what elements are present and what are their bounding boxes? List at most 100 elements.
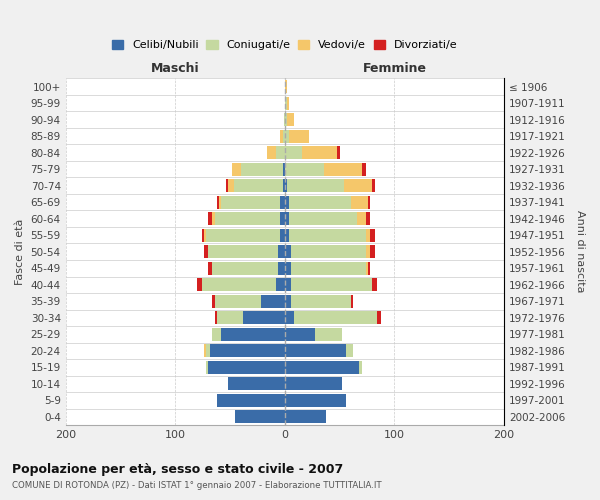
Bar <box>285 312 293 324</box>
Bar <box>217 312 243 324</box>
Bar <box>283 162 285 175</box>
Bar <box>293 312 377 324</box>
Bar <box>285 113 287 126</box>
Bar <box>215 312 217 324</box>
Bar <box>212 262 278 274</box>
Bar <box>267 146 276 159</box>
Bar <box>283 179 285 192</box>
Bar <box>324 162 362 175</box>
Bar <box>215 212 280 225</box>
Bar <box>202 229 204 241</box>
Bar <box>285 328 316 341</box>
Bar <box>219 196 221 208</box>
Bar <box>292 246 366 258</box>
Bar <box>292 295 350 308</box>
Bar <box>280 212 285 225</box>
Bar <box>278 262 285 274</box>
Bar <box>206 229 280 241</box>
Bar <box>287 113 293 126</box>
Bar <box>285 344 346 358</box>
Bar <box>366 229 370 241</box>
Bar <box>285 246 292 258</box>
Bar <box>289 229 366 241</box>
Bar <box>373 278 377 291</box>
Bar <box>285 278 292 291</box>
Bar <box>285 196 289 208</box>
Bar <box>217 196 219 208</box>
Text: COMUNE DI ROTONDA (PZ) - Dati ISTAT 1° gennaio 2007 - Elaborazione TUTTITALIA.IT: COMUNE DI ROTONDA (PZ) - Dati ISTAT 1° g… <box>12 481 382 490</box>
Bar <box>377 312 381 324</box>
Bar <box>197 278 202 291</box>
Bar <box>221 328 285 341</box>
Bar <box>285 146 302 159</box>
Bar <box>208 246 278 258</box>
Bar <box>228 179 235 192</box>
Bar <box>206 361 208 374</box>
Bar <box>241 162 283 175</box>
Bar <box>208 212 212 225</box>
Bar <box>285 410 326 424</box>
Text: Maschi: Maschi <box>151 62 200 75</box>
Bar <box>366 262 368 274</box>
Bar <box>284 113 285 126</box>
Bar <box>289 130 309 142</box>
Bar <box>285 262 292 274</box>
Bar <box>289 212 357 225</box>
Bar <box>366 212 370 225</box>
Bar <box>287 179 344 192</box>
Bar <box>210 344 285 358</box>
Bar <box>302 146 337 159</box>
Bar <box>215 295 261 308</box>
Bar <box>226 179 228 192</box>
Bar <box>280 196 285 208</box>
Bar <box>232 162 241 175</box>
Bar <box>278 246 285 258</box>
Bar <box>287 96 289 110</box>
Bar <box>204 229 206 241</box>
Bar <box>283 130 285 142</box>
Bar <box>285 361 359 374</box>
Bar <box>292 262 366 274</box>
Text: Popolazione per età, sesso e stato civile - 2007: Popolazione per età, sesso e stato civil… <box>12 462 343 475</box>
Y-axis label: Anni di nascita: Anni di nascita <box>575 210 585 293</box>
Bar <box>357 212 366 225</box>
Bar <box>285 130 289 142</box>
Bar <box>261 295 285 308</box>
Bar <box>208 262 212 274</box>
Bar <box>370 246 374 258</box>
Bar <box>243 312 285 324</box>
Bar <box>368 262 370 274</box>
Bar <box>368 196 370 208</box>
Bar <box>204 246 208 258</box>
Bar <box>350 295 353 308</box>
Bar <box>276 278 285 291</box>
Bar <box>346 344 353 358</box>
Bar <box>280 130 283 142</box>
Legend: Celibi/Nubili, Coniugati/e, Vedovi/e, Divorziati/e: Celibi/Nubili, Coniugati/e, Vedovi/e, Di… <box>107 36 462 54</box>
Bar <box>212 295 215 308</box>
Bar <box>285 80 287 93</box>
Bar <box>373 179 374 192</box>
Bar <box>208 361 285 374</box>
Bar <box>285 96 287 110</box>
Y-axis label: Fasce di età: Fasce di età <box>15 218 25 285</box>
Bar <box>285 229 289 241</box>
Bar <box>280 229 285 241</box>
Bar <box>217 394 285 407</box>
Bar <box>212 328 221 341</box>
Bar <box>285 295 292 308</box>
Bar <box>359 361 362 374</box>
Bar <box>285 212 289 225</box>
Bar <box>292 278 373 291</box>
Bar <box>228 378 285 390</box>
Bar <box>206 344 210 358</box>
Text: Femmine: Femmine <box>362 62 427 75</box>
Bar <box>362 162 366 175</box>
Bar <box>285 394 346 407</box>
Bar <box>337 146 340 159</box>
Bar <box>370 229 374 241</box>
Bar <box>285 179 287 192</box>
Bar <box>202 278 276 291</box>
Bar <box>212 212 215 225</box>
Bar <box>366 246 370 258</box>
